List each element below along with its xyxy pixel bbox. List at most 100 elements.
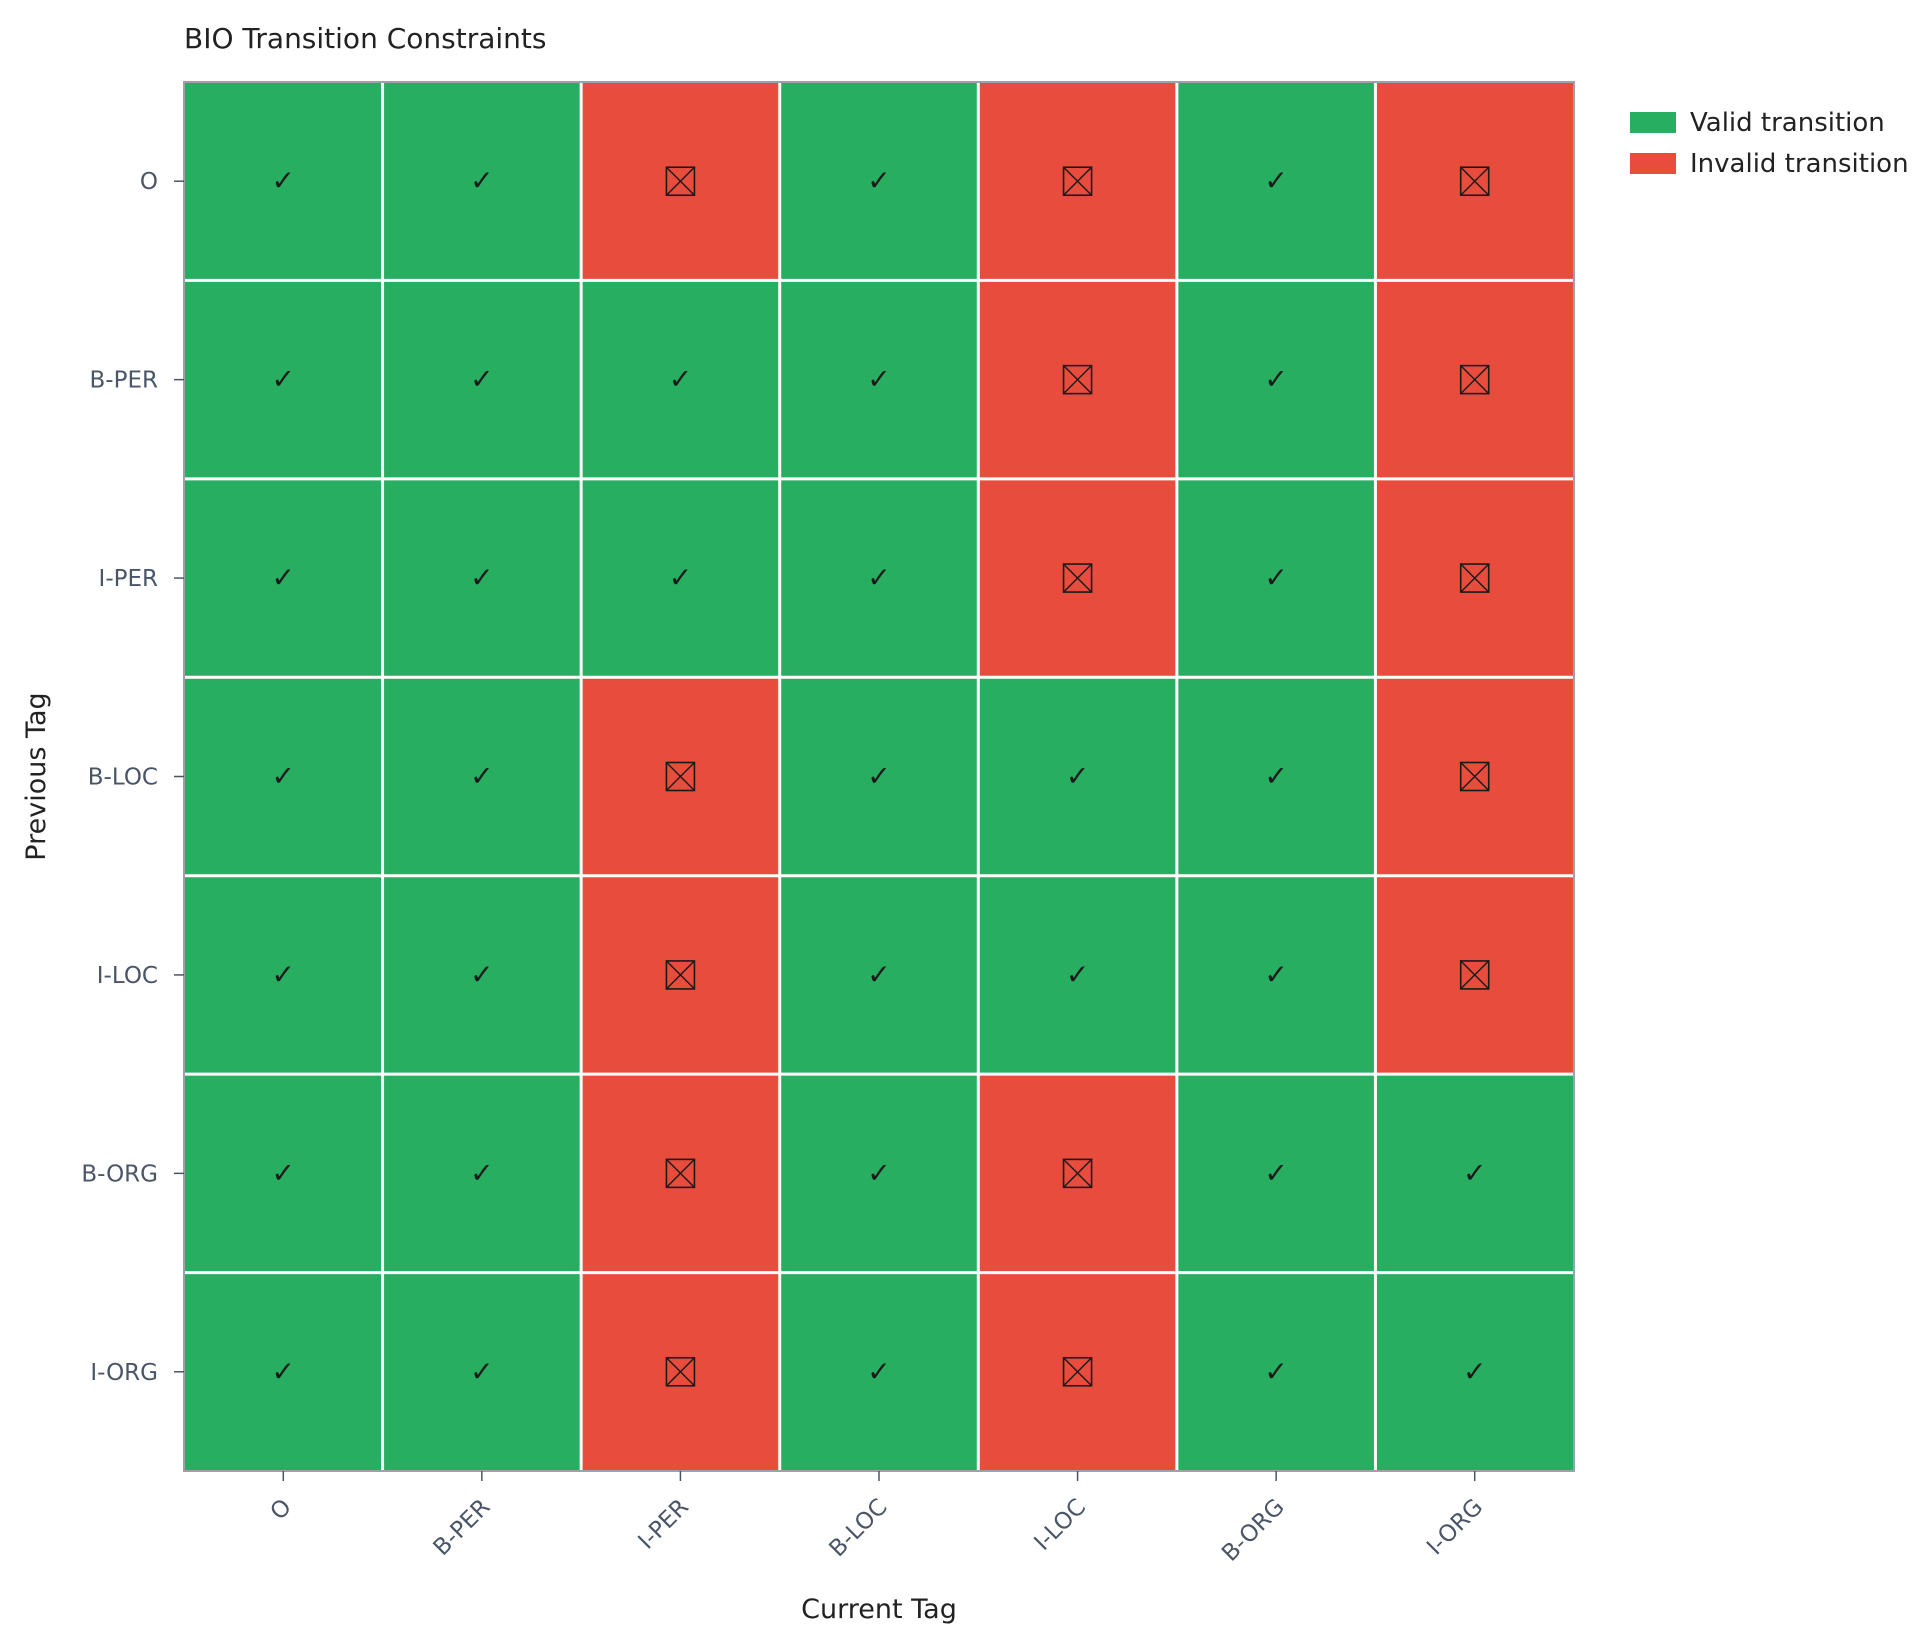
check-mark-icon: ✓	[1264, 164, 1287, 197]
heatmap-cell-2-3	[779, 478, 979, 678]
invalid-box-x-icon	[1062, 1356, 1093, 1387]
x-tick-label: O	[266, 1494, 297, 1525]
heatmap-cell-4-3	[779, 875, 979, 1075]
check-mark-icon: ✓	[470, 164, 493, 197]
x-axis-ticks: O B-PER I-PER B-LOC I-LOC B-ORG I-ORG	[266, 1471, 1488, 1567]
x-axis-label: Current Tag	[801, 1594, 957, 1625]
chart-title: BIO Transition Constraints	[184, 22, 546, 55]
check-mark-icon: ✓	[669, 363, 692, 396]
y-tick-label: O	[140, 169, 158, 195]
check-mark-icon: ✓	[1066, 958, 1089, 991]
check-mark-icon: ✓	[867, 1156, 890, 1189]
heatmap-cell-2-5	[1176, 478, 1376, 678]
x-tick-label: I-ORG	[1422, 1494, 1488, 1560]
heatmap-cell-0-5	[1176, 82, 1376, 281]
heatmap-cell-5-3	[779, 1074, 979, 1273]
check-mark-icon: ✓	[1264, 958, 1287, 991]
heatmap-cell-0-1	[382, 82, 582, 281]
invalid-box-x-icon	[665, 960, 696, 990]
heatmap-cell-6-5	[1176, 1272, 1376, 1471]
heatmap-cell-6-3	[779, 1272, 979, 1471]
invalid-box-x-icon	[1459, 960, 1490, 990]
heatmap-cell-2-2	[581, 478, 780, 678]
check-mark-icon: ✓	[1264, 760, 1287, 793]
check-mark-icon: ✓	[867, 958, 890, 991]
check-mark-icon: ✓	[470, 1156, 493, 1189]
heatmap-cell-4-0	[184, 875, 383, 1075]
heatmap-cell-0-0	[184, 82, 383, 281]
check-mark-icon: ✓	[867, 760, 890, 793]
y-tick-label: B-LOC	[88, 765, 158, 791]
y-axis-label: Previous Tag	[21, 692, 52, 860]
heatmap-cell-4-1	[382, 875, 582, 1075]
check-mark-icon: ✓	[272, 958, 295, 991]
check-mark-icon: ✓	[1463, 1156, 1486, 1189]
check-mark-icon: ✓	[470, 561, 493, 594]
heatmap-gridlines	[184, 82, 1574, 1471]
invalid-box-x-icon	[1459, 166, 1490, 197]
legend: Valid transition Invalid transition	[1630, 108, 1909, 179]
y-tick-label: B-ORG	[81, 1161, 158, 1187]
check-mark-icon: ✓	[669, 561, 692, 594]
invalid-box-x-icon	[1062, 166, 1093, 197]
invalid-box-x-icon	[665, 1158, 696, 1189]
heatmap-cell-3-0	[184, 677, 383, 876]
heatmap-cell-3-1	[382, 677, 582, 876]
heatmap-cell-0-3	[779, 82, 979, 281]
legend-swatch	[1630, 153, 1676, 174]
heatmap-cell-3-5	[1176, 677, 1376, 876]
check-mark-icon: ✓	[1264, 1156, 1287, 1189]
y-tick-label: I-LOC	[97, 963, 158, 989]
cell-symbols: ✓ ✓ ✓ ✓ ✓ ✓ ✓ ✓ ✓ ✓ ✓ ✓ ✓ ✓ ✓ ✓ ✓ ✓ ✓ ✓ ✓ ✓ ✓ ✓ ✓ ✓ ✓ ✓ ✓ ✓ ✓ ✓ ✓ ✓	[272, 164, 1490, 1388]
heatmap-cell-3-3	[779, 677, 979, 876]
check-mark-icon: ✓	[272, 363, 295, 396]
check-mark-icon: ✓	[470, 958, 493, 991]
heatmap-cell-2-0	[184, 478, 383, 678]
legend-label: Valid transition	[1690, 108, 1885, 138]
y-tick-label: I-ORG	[90, 1360, 158, 1386]
heatmap-cell-6-1	[382, 1272, 582, 1471]
check-mark-icon: ✓	[1264, 363, 1287, 396]
check-mark-icon: ✓	[470, 363, 493, 396]
heatmap-cell-5-0	[184, 1074, 383, 1273]
invalid-box-x-icon	[665, 166, 696, 197]
x-tick-label: B-LOC	[824, 1494, 892, 1562]
invalid-box-x-icon	[1459, 761, 1490, 792]
heatmap-cell-5-6	[1375, 1074, 1574, 1273]
check-mark-icon: ✓	[867, 164, 890, 197]
heatmap-cell-1-1	[382, 280, 582, 479]
heatmap-cell-4-5	[1176, 875, 1376, 1075]
heatmap-cell-1-3	[779, 280, 979, 479]
check-mark-icon: ✓	[272, 164, 295, 197]
x-tick-label: B-PER	[429, 1494, 496, 1561]
legend-label: Invalid transition	[1690, 149, 1909, 179]
heatmap-cell-3-4	[978, 677, 1177, 876]
check-mark-icon: ✓	[470, 1355, 493, 1388]
check-mark-icon: ✓	[272, 1355, 295, 1388]
y-tick-label: B-PER	[90, 368, 158, 394]
invalid-box-x-icon	[1062, 1158, 1093, 1189]
check-mark-icon: ✓	[272, 1156, 295, 1189]
check-mark-icon: ✓	[1264, 561, 1287, 594]
heatmap-cell-6-6	[1375, 1272, 1574, 1471]
invalid-box-x-icon	[665, 1356, 696, 1387]
y-tick-label: I-PER	[99, 566, 158, 592]
check-mark-icon: ✓	[867, 1355, 890, 1388]
heatmap-cell-4-4	[978, 875, 1177, 1075]
invalid-box-x-icon	[665, 761, 696, 792]
check-mark-icon: ✓	[272, 760, 295, 793]
y-axis-ticks: O B-PER I-PER B-LOC I-LOC B-ORG I-ORG	[81, 169, 184, 1386]
heatmap-cell-5-5	[1176, 1074, 1376, 1273]
x-tick-label: I-PER	[634, 1494, 694, 1554]
heatmap-cell-1-5	[1176, 280, 1376, 479]
check-mark-icon: ✓	[1066, 760, 1089, 793]
check-mark-icon: ✓	[272, 561, 295, 594]
x-tick-label: I-LOC	[1029, 1494, 1091, 1556]
heatmap-cell-1-2	[581, 280, 780, 479]
check-mark-icon: ✓	[867, 363, 890, 396]
legend-swatch	[1630, 112, 1676, 133]
heatmap-cell-2-1	[382, 478, 582, 678]
invalid-box-x-icon	[1062, 364, 1093, 395]
invalid-box-x-icon	[1459, 563, 1490, 593]
